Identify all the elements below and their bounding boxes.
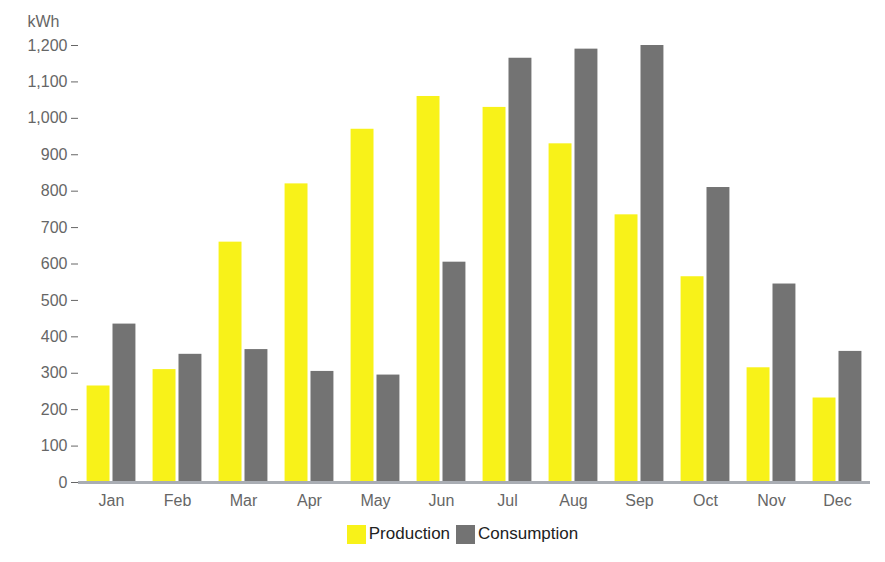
svg-text:Jul: Jul [497,492,517,509]
svg-text:Jun: Jun [429,492,455,509]
html-text:Consumption: Consumption [478,524,579,543]
html-text:Production: Production [368,524,450,543]
svg-text:May: May [360,492,390,509]
svg-text:Dec: Dec [823,492,851,509]
svg-text:Oct: Oct [693,492,718,509]
svg-text:kWh: kWh [28,13,60,30]
svg-text:200: 200 [41,401,68,418]
svg-text:1,100: 1,100 [27,73,67,90]
svg-text:Feb: Feb [164,492,192,509]
svg-text:1,000: 1,000 [27,109,67,126]
svg-text:1,200: 1,200 [27,37,67,54]
svg-text:Aug: Aug [559,492,587,509]
svg-text:700: 700 [41,219,68,236]
svg-text:Nov: Nov [757,492,785,509]
svg-text:Mar: Mar [230,492,258,509]
svg-text:400: 400 [41,328,68,345]
svg-text:900: 900 [41,146,68,163]
svg-text:Sep: Sep [625,492,654,509]
svg-text:300: 300 [41,364,68,381]
svg-text:800: 800 [41,182,68,199]
svg-text:Apr: Apr [297,492,323,509]
svg-text:0: 0 [59,474,68,491]
svg-text:500: 500 [41,292,68,309]
svg-text:100: 100 [41,437,68,454]
svg-text:Jan: Jan [99,492,125,509]
svg-text:600: 600 [41,255,68,272]
